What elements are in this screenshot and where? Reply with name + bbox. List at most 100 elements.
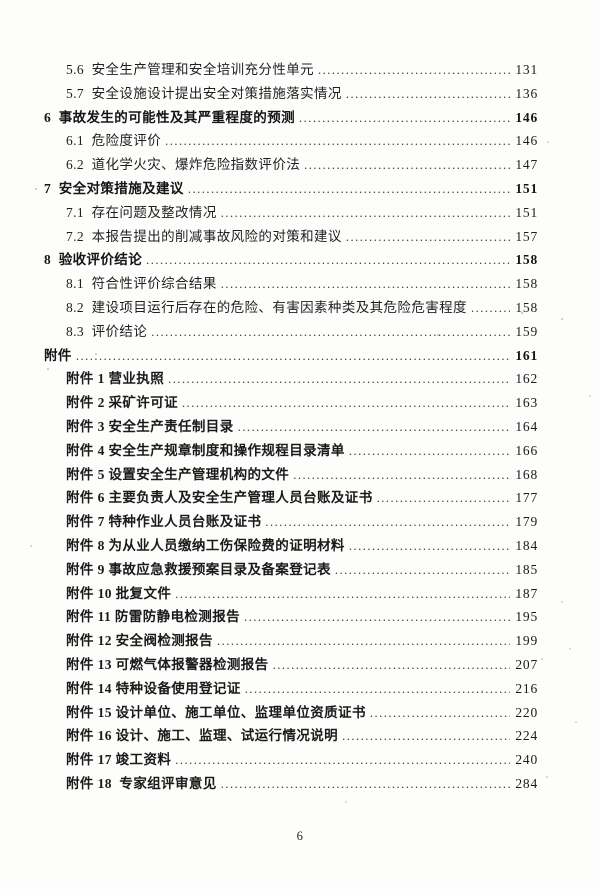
dot-leader [471,301,510,316]
dot-leader [377,491,510,506]
toc-entry-label: 5.7 安全设施设计提出安全对策措施落实情况 [66,85,342,101]
toc-entry-page: 179 [515,514,538,530]
toc-entry: 附件 7 特种作业人员台账及证书 179 [44,510,538,534]
toc-entry-label: 8.1 符合性评价综合结果 [66,276,217,292]
toc-entry: 8.1 符合性评价综合结果 158 [44,272,538,296]
dot-leader [335,563,510,578]
toc-entry-page: 157 [515,228,538,244]
dot-leader [299,111,510,126]
toc-entry: 附件 1 营业执照 162 [44,367,538,391]
toc-entry-label: 8.3 评价结论 [66,323,148,339]
dot-leader [265,515,510,530]
dot-leader [304,158,510,173]
dot-leader [273,658,510,673]
dot-leader [146,253,510,268]
toc-entry-label: 附件 12 安全阀检测报告 [66,633,213,649]
toc-entry-label: 5.6 安全生产管理和安全培训充分性单元 [66,62,315,77]
toc-entry-label: 8 验收评价结论 [44,252,143,268]
toc-entry-label: 7.1 存在问题及整改情况 [66,204,217,220]
toc-entry-label: 8.2 建设项目运行后存在的危险、有害因素种类及其危险危害程度 [66,299,467,315]
toc-entry: 附件 15 设计单位、施工单位、监理单位资质证书 220 [44,701,538,725]
dot-leader [151,325,510,340]
toc-entry-label: 7 安全对策措施及建议 [44,180,184,196]
toc-entry: 8.3 评价结论 159 [44,320,538,344]
dot-leader [238,420,510,435]
dot-leader [175,753,510,768]
toc-entry: 附件 161 [44,344,538,368]
toc-entry-page: 146 [515,109,538,125]
toc-entry: 7.1 存在问题及整改情况 151 [44,201,538,225]
dot-leader [346,230,510,245]
toc-entry: 6 事故发生的可能性及其严重程度的预测 146 [44,106,538,130]
toc-entry-page: 187 [515,585,538,601]
toc-entry-label: 附件 15 设计单位、施工单位、监理单位资质证书 [66,704,366,720]
toc-entry-label: 附件 6 主要负责人及安全生产管理人员台账及证书 [66,490,373,506]
toc-entry-page: 162 [515,371,538,387]
toc-entry-page: 163 [515,395,538,411]
toc-entry-page: 131 [515,62,538,77]
toc-entry: 附件 11 防雷防静电检测报告 195 [44,605,538,629]
dot-leader [370,706,510,721]
toc-entry: 附件 13 可燃气体报警器检测报告 207 [44,653,538,677]
toc-entry-page: 195 [515,609,538,625]
toc-entry: 7 安全对策措施及建议 151 [44,177,538,201]
toc-entry-page: 168 [515,466,538,482]
toc-entry-label: 附件 9 事故应急救援预案目录及备案登记表 [66,561,331,577]
toc-entry: 附件 3 安全生产责任制目录 164 [44,415,538,439]
toc-entry-page: 284 [515,775,538,791]
toc-entry: 附件 2 采矿许可证 163 [44,391,538,415]
toc-entry-page: 146 [515,133,538,149]
toc-entry-page: 164 [515,418,538,434]
toc-entry-page: 147 [515,157,538,173]
dot-leader [188,182,510,197]
toc-entry-label: 附件 14 特种设备使用登记证 [66,680,241,696]
toc-entry-label: 附件 4 安全生产规章制度和操作规程目录清单 [66,442,345,458]
toc-entry-page: 185 [515,561,538,577]
toc-list: 5.6 安全生产管理和安全培训充分性单元 131 5.7 安全设施设计提出安全对… [44,58,538,796]
toc-entry-page: 159 [515,323,538,339]
toc-entry: 附件 18 专家组评审意见 284 [44,772,538,796]
toc-entry-label: 附件 16 设计、施工、监理、试运行情况说明 [66,728,339,744]
toc-entry: 8 验收评价结论 158 [44,248,538,272]
toc-entry-page: 240 [515,752,538,768]
toc-entry-page: 199 [515,633,538,649]
dot-leader [318,63,510,78]
toc-entry: 附件 9 事故应急救援预案目录及备案登记表 185 [44,558,538,582]
dot-leader [182,396,510,411]
toc-entry-label: 附件 [44,347,72,363]
toc-entry-label: 附件 2 采矿许可证 [66,395,178,411]
dot-leader [349,539,510,554]
scan-noise [0,0,2,2]
toc-entry-label: 7.2 本报告提出的削减事故风险的对策和建议 [66,228,342,244]
toc-entry-page: 151 [515,204,538,220]
toc-entry-page: 158 [515,299,538,315]
toc-entry: 附件 16 设计、施工、监理、试运行情况说明 224 [44,724,538,748]
dot-leader [349,444,510,459]
dot-leader [168,372,510,387]
page-number: 6 [296,829,304,843]
dot-leader [221,277,510,292]
toc-entry: 附件 5 设置安全生产管理机构的文件 168 [44,463,538,487]
toc-entry-page: 151 [515,180,538,196]
toc-entry-label: 附件 10 批复文件 [66,585,172,601]
toc-entry-label: 6 事故发生的可能性及其严重程度的预测 [44,109,295,125]
toc-entry: 8.2 建设项目运行后存在的危险、有害因素种类及其危险危害程度 158 [44,296,538,320]
toc-entry-page: 184 [515,537,538,553]
dot-leader [221,777,510,792]
toc-entry-label: 6.1 危险度评价 [66,133,162,149]
dot-leader [245,682,510,697]
dot-leader [217,634,510,649]
toc-entry-page: 158 [515,252,538,268]
toc-entry-page: 136 [515,85,538,101]
toc-entry-page: 224 [515,728,538,744]
dot-leader [165,134,510,149]
toc-entry-label: 附件 17 竣工资料 [66,752,172,768]
toc-entry-label: 附件 7 特种作业人员台账及证书 [66,514,262,530]
toc-entry-label: 附件 18 专家组评审意见 [66,775,217,791]
toc-entry: 附件 6 主要负责人及安全生产管理人员台账及证书 177 [44,486,538,510]
toc-entry-page: 216 [515,680,538,696]
toc-entry: 5.6 安全生产管理和安全培训充分性单元 131 [44,58,538,82]
toc-entry-label: 附件 5 设置安全生产管理机构的文件 [66,466,290,482]
toc-entry: 附件 8 为从业人员缴纳工伤保险费的证明材料 184 [44,534,538,558]
